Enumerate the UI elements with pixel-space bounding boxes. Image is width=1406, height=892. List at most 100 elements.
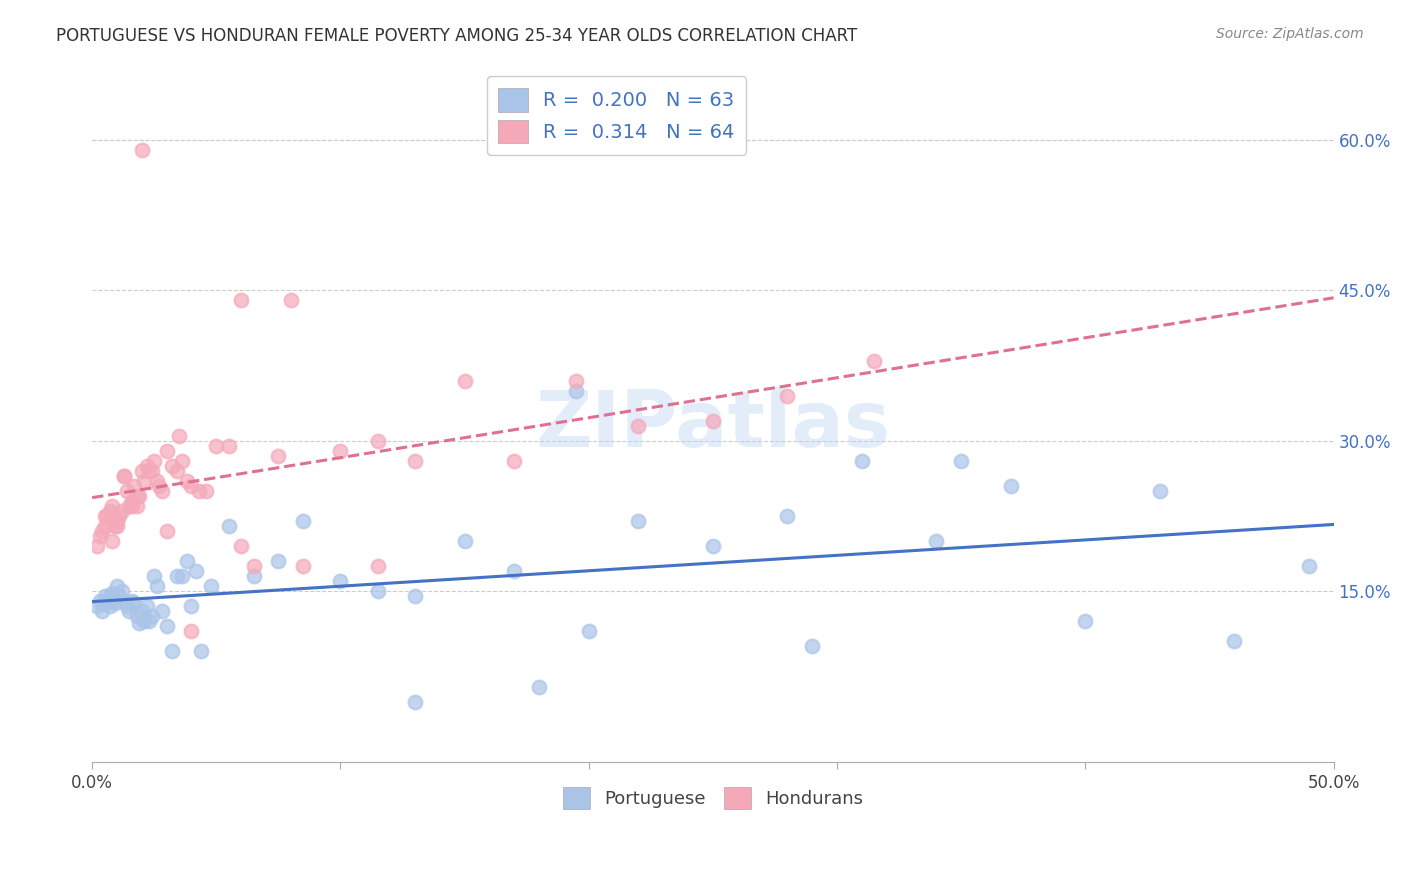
Point xyxy=(503,564,526,578)
Point xyxy=(367,559,389,574)
Point xyxy=(135,599,157,614)
Text: Source: ZipAtlas.com: Source: ZipAtlas.com xyxy=(1216,27,1364,41)
Point xyxy=(124,596,146,610)
Point xyxy=(96,594,118,608)
Point xyxy=(578,624,600,639)
Point xyxy=(128,489,150,503)
Point xyxy=(280,293,302,308)
Point xyxy=(124,479,146,493)
Point xyxy=(851,454,873,468)
Point xyxy=(125,489,148,503)
Point xyxy=(950,454,973,468)
Point xyxy=(205,439,228,453)
Point xyxy=(111,584,134,599)
Point xyxy=(170,569,193,583)
Point xyxy=(93,596,115,610)
Point xyxy=(160,644,183,658)
Point xyxy=(138,615,160,629)
Point xyxy=(176,474,198,488)
Point xyxy=(101,586,124,600)
Point xyxy=(176,554,198,568)
Point xyxy=(108,589,131,603)
Point xyxy=(108,508,131,523)
Point xyxy=(98,504,121,518)
Point xyxy=(115,483,138,498)
Point xyxy=(101,499,124,513)
Point xyxy=(141,609,163,624)
Point xyxy=(195,483,218,498)
Point xyxy=(101,594,124,608)
Point xyxy=(143,454,166,468)
Point xyxy=(101,534,124,549)
Point xyxy=(93,519,115,533)
Point xyxy=(292,514,315,528)
Point xyxy=(91,604,114,618)
Point xyxy=(121,494,143,508)
Point xyxy=(404,695,426,709)
Point xyxy=(367,434,389,448)
Point xyxy=(150,604,173,618)
Point xyxy=(105,579,128,593)
Point xyxy=(242,559,264,574)
Point xyxy=(453,534,475,549)
Point xyxy=(187,483,209,498)
Point xyxy=(115,599,138,614)
Point xyxy=(103,519,125,533)
Point xyxy=(96,508,118,523)
Point xyxy=(565,384,588,398)
Point xyxy=(91,524,114,538)
Point xyxy=(167,429,190,443)
Legend: Portuguese, Hondurans: Portuguese, Hondurans xyxy=(555,780,870,816)
Point xyxy=(1000,479,1022,493)
Point xyxy=(98,589,121,603)
Point xyxy=(145,474,167,488)
Point xyxy=(1149,483,1171,498)
Point xyxy=(89,529,111,543)
Point xyxy=(627,514,650,528)
Point xyxy=(156,524,179,538)
Point xyxy=(404,589,426,603)
Point xyxy=(218,519,240,533)
Point xyxy=(105,519,128,533)
Point xyxy=(103,596,125,610)
Point xyxy=(404,454,426,468)
Point xyxy=(134,615,156,629)
Text: PORTUGUESE VS HONDURAN FEMALE POVERTY AMONG 25-34 YEAR OLDS CORRELATION CHART: PORTUGUESE VS HONDURAN FEMALE POVERTY AM… xyxy=(56,27,858,45)
Point xyxy=(135,458,157,473)
Point xyxy=(134,474,156,488)
Point xyxy=(156,443,179,458)
Text: ZIPatlas: ZIPatlas xyxy=(536,387,890,463)
Point xyxy=(131,143,153,157)
Point xyxy=(105,514,128,528)
Point xyxy=(150,483,173,498)
Point xyxy=(565,374,588,388)
Point xyxy=(86,539,108,553)
Point xyxy=(1223,634,1246,648)
Point xyxy=(702,414,724,428)
Point xyxy=(503,454,526,468)
Point xyxy=(114,469,136,483)
Point xyxy=(231,293,253,308)
Point xyxy=(125,609,148,624)
Point xyxy=(156,619,179,633)
Point xyxy=(125,499,148,513)
Point xyxy=(98,599,121,614)
Point xyxy=(776,389,799,403)
Point xyxy=(93,589,115,603)
Point xyxy=(329,443,352,458)
Point xyxy=(925,534,948,549)
Point xyxy=(86,599,108,614)
Point xyxy=(863,353,886,368)
Point xyxy=(1298,559,1320,574)
Point xyxy=(267,449,290,463)
Point xyxy=(93,508,115,523)
Point xyxy=(148,479,170,493)
Point xyxy=(111,504,134,518)
Point xyxy=(801,640,824,654)
Point xyxy=(186,564,208,578)
Point xyxy=(166,464,188,478)
Point xyxy=(180,479,202,493)
Point xyxy=(141,464,163,478)
Point xyxy=(114,594,136,608)
Point xyxy=(527,680,550,694)
